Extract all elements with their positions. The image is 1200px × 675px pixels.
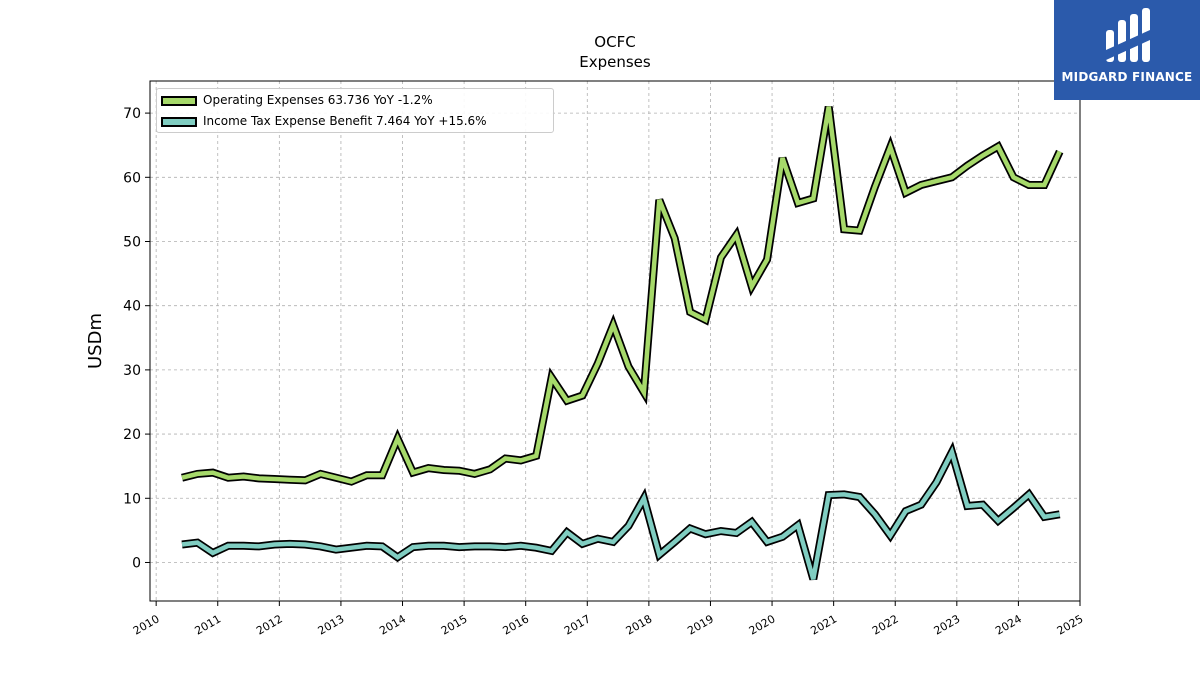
y-tick-label: 40 [123,299,141,315]
x-tick-label: 2019 [685,612,716,637]
y-tick-label: 20 [123,427,141,443]
x-tick-label: 2012 [254,612,285,637]
y-tick-label: 0 [132,555,141,571]
logo-text: MIDGARD FINANCE [1061,70,1193,84]
series-outline-income-tax-expense-benefit [181,441,1061,581]
y-tick-label: 60 [123,170,141,186]
series-layer [181,106,1064,581]
legend-swatch-income-tax-expense-benefit [161,117,197,127]
y-axis-label: USDm [85,313,106,369]
x-tick-label: 2024 [993,612,1024,637]
y-tick-label: 70 [123,106,141,122]
x-tick-label: 2011 [192,612,223,637]
x-tick-label: 2023 [932,612,963,637]
legend-label-operating-expenses: Operating Expenses 63.736 YoY -1.2% [203,93,433,107]
x-tick-label: 2017 [562,612,593,637]
chart-subtitle: Expenses [579,53,651,71]
x-tick-label: 2016 [500,612,531,637]
series-line-income-tax-expense-benefit [181,445,1061,580]
legend-swatch-operating-expenses [161,96,197,106]
y-tick-label: 30 [123,363,141,379]
x-tick-label: 2013 [316,612,347,637]
x-tick-label: 2018 [624,612,655,637]
chart-title: OCFC [594,33,635,51]
x-tick-label: 2025 [1055,612,1086,637]
x-tick-label: 2010 [131,612,162,637]
y-tick-label: 50 [123,234,141,250]
series-line-operating-expenses [181,106,1062,484]
x-tick-label: 2020 [747,612,778,637]
legend: Operating Expenses 63.736 YoY -1.2% Inco… [156,88,554,133]
x-tick-label: 2022 [870,612,901,637]
x-tick-label: 2021 [808,612,839,637]
y-axis: 0 10 20 30 40 50 60 70 [123,106,150,571]
midgard-finance-logo: MIDGARD FINANCE [1054,0,1200,100]
y-tick-label: 10 [123,491,141,507]
legend-label-income-tax-expense-benefit: Income Tax Expense Benefit 7.464 YoY +15… [203,114,487,128]
plot-frame [149,80,1081,602]
midgard-logo-icon [1106,8,1150,62]
x-axis: 2010 2011 2012 2013 2014 2015 2016 2017 2018 2019… [131,601,1086,638]
series-outline-operating-expenses [181,106,1064,486]
x-tick-label: 2015 [439,612,470,637]
x-tick-label: 2014 [377,612,408,637]
